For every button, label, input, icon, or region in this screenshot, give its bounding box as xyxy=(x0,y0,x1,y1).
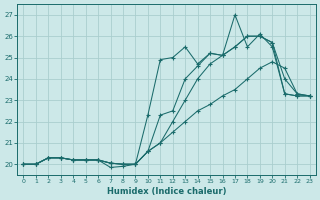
X-axis label: Humidex (Indice chaleur): Humidex (Indice chaleur) xyxy=(107,187,226,196)
